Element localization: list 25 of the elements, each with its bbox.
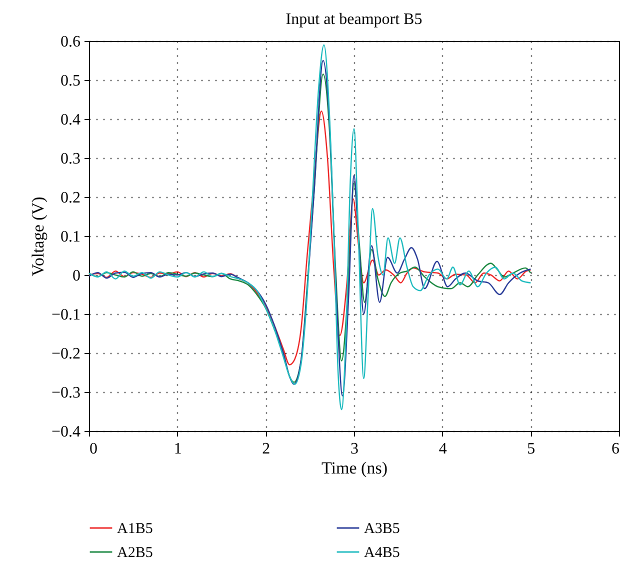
legend-label: A2B5	[117, 545, 153, 561]
y-tick-label: −0.3	[51, 384, 80, 402]
y-tick-label: −0.4	[51, 424, 80, 440]
legend-label: A4B5	[364, 545, 400, 561]
chart-title: Input at beamport B5	[286, 11, 422, 28]
x-tick-label: 1	[174, 440, 182, 458]
y-tick-label: 0.2	[60, 190, 80, 206]
y-axis-title: Voltage (V)	[28, 196, 48, 276]
y-tick-label: −0.2	[51, 346, 80, 362]
y-tick-label: 0.6	[60, 34, 80, 50]
x-tick-label: 3	[350, 440, 358, 458]
x-tick-label: 2	[262, 440, 270, 458]
y-tick-label: 0.1	[60, 228, 80, 246]
y-tick-label: 0.5	[60, 72, 80, 90]
x-axis-title: Time (ns)	[322, 458, 388, 478]
x-tick-label: 0	[90, 440, 98, 458]
y-tick-label: 0	[72, 268, 80, 284]
legend-label: A3B5	[364, 521, 400, 537]
y-tick-label: 0.3	[60, 150, 80, 168]
legend-label: A1B5	[117, 521, 153, 537]
y-tick-label: −0.1	[51, 306, 80, 324]
x-tick-label: 6	[612, 440, 620, 458]
x-tick-label: 4	[438, 440, 447, 458]
y-tick-label: 0.4	[60, 112, 80, 128]
x-tick-label: 5	[527, 440, 536, 458]
